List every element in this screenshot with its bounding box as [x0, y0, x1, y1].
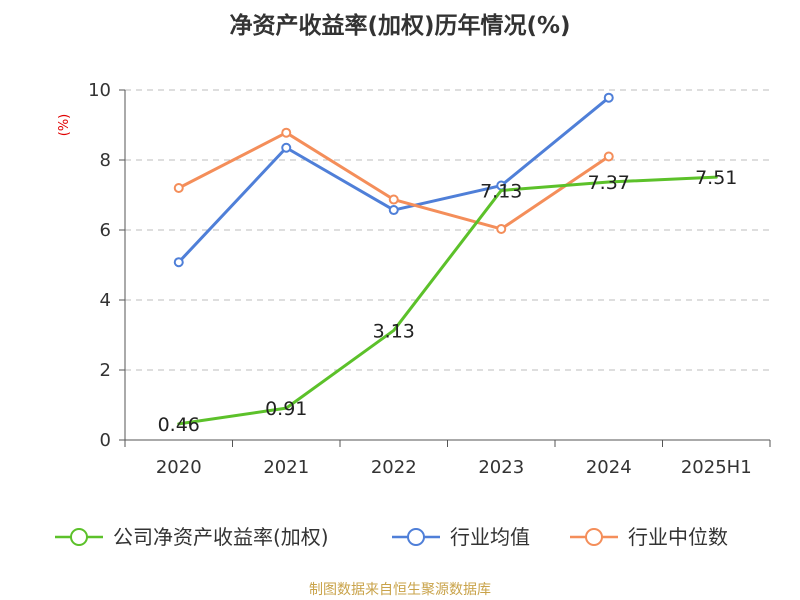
legend-label: 行业中位数 [628, 525, 728, 549]
series-point [173, 257, 184, 268]
y-tick-label: 4 [100, 290, 111, 311]
y-tick-label: 0 [100, 430, 111, 451]
y-tick-label: 10 [88, 80, 111, 101]
data-label: 7.51 [695, 167, 737, 189]
data-label: 7.37 [588, 172, 630, 194]
series-point [496, 223, 507, 234]
data-label: 7.13 [480, 180, 522, 202]
x-tick-label: 2024 [586, 457, 632, 478]
legend-label: 公司净资产收益率(加权) [113, 525, 329, 549]
data-label: 0.91 [265, 398, 307, 420]
x-tick-label: 2020 [156, 457, 202, 478]
x-tick-label: 2023 [478, 457, 524, 478]
chart-title: 净资产收益率(加权)历年情况(%) [229, 12, 570, 39]
series-point [603, 92, 614, 103]
series-point [388, 205, 399, 216]
series-line [177, 175, 718, 426]
x-tick-label: 2025H1 [681, 457, 752, 478]
data-labels: 0.46 0.91 3.13 7.13 7.37 7.51 [158, 167, 738, 436]
data-source-note: 制图数据来自恒生聚源数据库 [309, 582, 491, 598]
y-tick-label: 2 [100, 360, 111, 381]
y-axis-unit-label: (%) [57, 114, 72, 137]
series-point [281, 127, 292, 138]
series-point [281, 142, 292, 153]
legend-marker [585, 528, 603, 546]
data-label: 0.46 [158, 414, 200, 436]
series-point [388, 194, 399, 205]
legend-marker [407, 528, 425, 546]
axes: 0 2 4 6 8 10 2020 2021 2022 2023 2024 2025H1 [88, 80, 771, 478]
series-point [603, 151, 614, 162]
y-tick-label: 6 [100, 220, 111, 241]
y-tick-label: 8 [100, 150, 111, 171]
series-line [177, 96, 611, 264]
legend-label: 行业均值 [450, 525, 530, 549]
x-tick-label: 2022 [371, 457, 417, 478]
series-point [173, 183, 184, 193]
legend-marker [70, 528, 88, 546]
legend: 公司净资产收益率(加权) 行业均值 行业中位数 [55, 525, 728, 549]
gridlines [125, 89, 770, 371]
x-tick-label: 2021 [263, 457, 309, 478]
data-label: 3.13 [373, 320, 415, 342]
series-lines [173, 92, 718, 426]
